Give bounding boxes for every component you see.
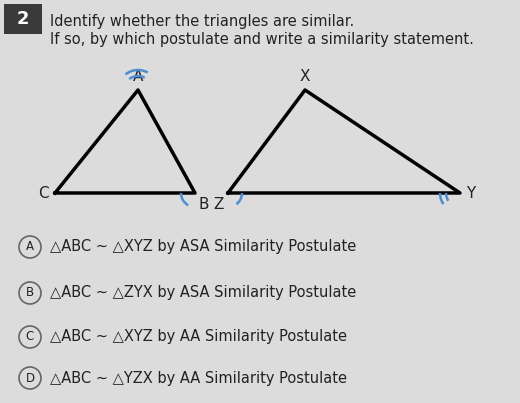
Text: Z: Z bbox=[214, 197, 224, 212]
Text: C: C bbox=[26, 330, 34, 343]
Text: X: X bbox=[300, 69, 310, 84]
Text: D: D bbox=[25, 372, 34, 384]
Text: A: A bbox=[26, 241, 34, 253]
Text: △ABC ∼ △XYZ by ASA Similarity Postulate: △ABC ∼ △XYZ by ASA Similarity Postulate bbox=[50, 239, 356, 255]
Text: A: A bbox=[133, 69, 143, 84]
Text: △ABC ∼ △YZX by AA Similarity Postulate: △ABC ∼ △YZX by AA Similarity Postulate bbox=[50, 370, 347, 386]
Text: 2: 2 bbox=[17, 10, 29, 28]
Text: C: C bbox=[38, 185, 49, 201]
Text: B: B bbox=[26, 287, 34, 299]
FancyBboxPatch shape bbox=[4, 4, 42, 34]
Text: Y: Y bbox=[466, 185, 475, 201]
Text: If so, by which postulate and write a similarity statement.: If so, by which postulate and write a si… bbox=[50, 32, 474, 47]
Text: △ABC ∼ △XYZ by AA Similarity Postulate: △ABC ∼ △XYZ by AA Similarity Postulate bbox=[50, 330, 347, 345]
Text: △ABC ∼ △ZYX by ASA Similarity Postulate: △ABC ∼ △ZYX by ASA Similarity Postulate bbox=[50, 285, 356, 301]
Text: Identify whether the triangles are similar.: Identify whether the triangles are simil… bbox=[50, 14, 354, 29]
Text: B: B bbox=[199, 197, 210, 212]
